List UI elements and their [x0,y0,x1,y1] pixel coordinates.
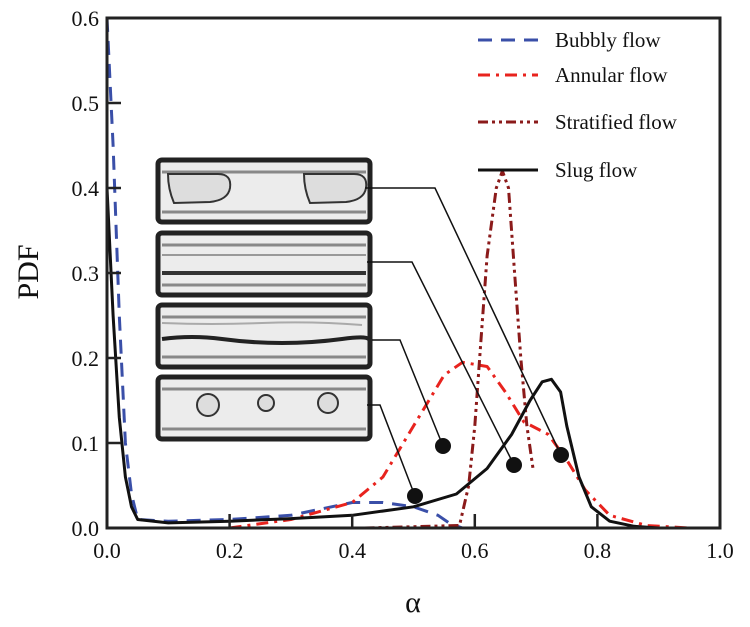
leader-line-slug [365,187,562,456]
marker-dot-stratified [435,438,451,454]
leader-lines [365,187,569,504]
series-line-stratified-flow [364,169,535,528]
inset-bubbly-flow-photo [155,374,373,442]
x-tick-label: 1.0 [706,538,734,563]
legend-entry: Bubbly flow [478,28,661,52]
marker-dot-slug [553,447,569,463]
legend-label: Stratified flow [555,110,678,134]
flow-photo-insets [155,157,373,442]
y-tick-label: 0.1 [72,431,100,456]
series-line-annular-flow [229,360,720,528]
legend-label: Slug flow [555,158,638,182]
y-tick-label: 0.5 [72,91,100,116]
inset-stratified-flow-photo [155,302,373,370]
y-axis-label: PDF [12,244,45,299]
y-tick-label: 0.2 [72,346,100,371]
marker-dot-annular [506,457,522,473]
legend-entry: Stratified flow [478,110,678,134]
x-tick-label: 0.4 [338,538,366,563]
inset-slug-flow-photo [155,157,373,225]
marker-dot-bubbly [407,488,423,504]
legend: Bubbly flow Annular flow Stratified flow Sl… [478,28,678,182]
series-line-slug-flow [107,187,659,528]
y-tick-label: 0.3 [72,261,100,286]
y-tick-label: 0.6 [72,6,100,31]
leader-line-stratified [372,339,444,447]
x-tick-label: 0.2 [216,538,244,563]
inset-annular-flow-photo [155,230,373,298]
leader-line-annular [367,261,515,466]
x-tick-label: 0.6 [461,538,489,563]
legend-label: Bubbly flow [555,28,661,52]
legend-entry: Annular flow [478,63,668,87]
legend-entry: Slug flow [478,158,638,182]
x-tick-label: 0.0 [93,538,121,563]
y-tick-label: 0.0 [72,516,100,541]
x-axis-label: α [405,586,421,619]
y-tick-label: 0.4 [72,176,100,201]
leader-line-bubbly [367,404,416,497]
x-tick-label: 0.8 [584,538,612,563]
legend-label: Annular flow [555,63,668,87]
